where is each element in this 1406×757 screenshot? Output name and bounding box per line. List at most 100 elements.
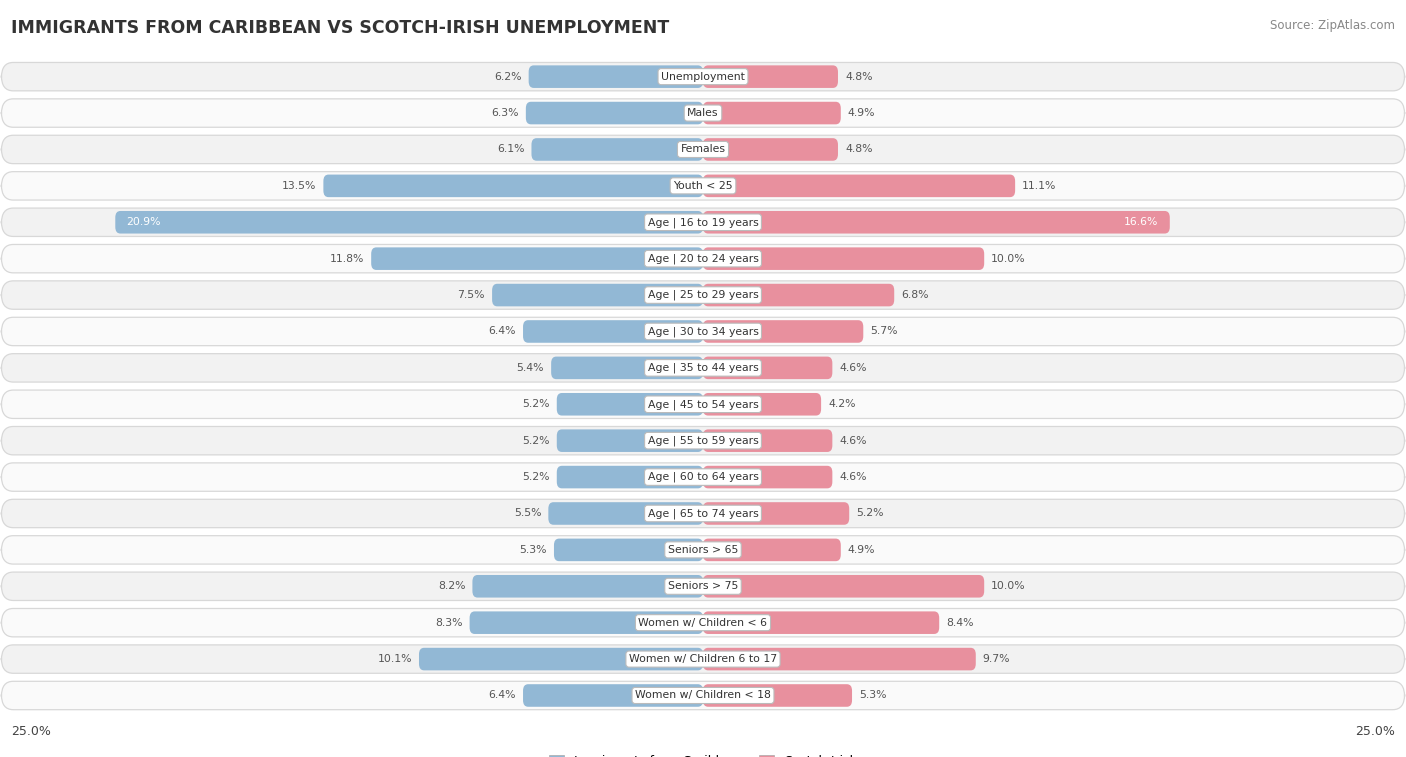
Text: 5.2%: 5.2%: [856, 509, 884, 519]
FancyBboxPatch shape: [526, 101, 703, 124]
FancyBboxPatch shape: [1, 500, 1405, 528]
FancyBboxPatch shape: [703, 538, 841, 561]
FancyBboxPatch shape: [1, 426, 1405, 455]
Text: 6.2%: 6.2%: [494, 72, 522, 82]
FancyBboxPatch shape: [557, 429, 703, 452]
FancyBboxPatch shape: [419, 648, 703, 671]
Text: 4.8%: 4.8%: [845, 145, 873, 154]
FancyBboxPatch shape: [470, 612, 703, 634]
FancyBboxPatch shape: [551, 357, 703, 379]
Text: Age | 25 to 29 years: Age | 25 to 29 years: [648, 290, 758, 301]
FancyBboxPatch shape: [703, 502, 849, 525]
Text: 10.1%: 10.1%: [377, 654, 412, 664]
FancyBboxPatch shape: [371, 248, 703, 270]
FancyBboxPatch shape: [1, 245, 1405, 273]
Text: 5.4%: 5.4%: [516, 363, 544, 373]
FancyBboxPatch shape: [703, 248, 984, 270]
FancyBboxPatch shape: [703, 320, 863, 343]
FancyBboxPatch shape: [703, 139, 838, 160]
FancyBboxPatch shape: [703, 648, 976, 671]
Text: Women w/ Children 6 to 17: Women w/ Children 6 to 17: [628, 654, 778, 664]
Text: 4.9%: 4.9%: [848, 108, 876, 118]
Text: Males: Males: [688, 108, 718, 118]
FancyBboxPatch shape: [557, 466, 703, 488]
Text: 5.2%: 5.2%: [522, 472, 550, 482]
FancyBboxPatch shape: [523, 684, 703, 707]
Text: Unemployment: Unemployment: [661, 72, 745, 82]
Text: Women w/ Children < 6: Women w/ Children < 6: [638, 618, 768, 628]
FancyBboxPatch shape: [703, 393, 821, 416]
Text: 6.3%: 6.3%: [491, 108, 519, 118]
FancyBboxPatch shape: [1, 63, 1405, 91]
FancyBboxPatch shape: [472, 575, 703, 597]
Text: 5.5%: 5.5%: [513, 509, 541, 519]
Text: 6.1%: 6.1%: [496, 145, 524, 154]
Text: 6.4%: 6.4%: [488, 690, 516, 700]
Text: Age | 20 to 24 years: Age | 20 to 24 years: [648, 254, 758, 264]
FancyBboxPatch shape: [1, 681, 1405, 709]
Text: Source: ZipAtlas.com: Source: ZipAtlas.com: [1270, 19, 1395, 32]
Text: 4.6%: 4.6%: [839, 436, 868, 446]
Text: 11.1%: 11.1%: [1022, 181, 1056, 191]
Text: Females: Females: [681, 145, 725, 154]
Text: 16.6%: 16.6%: [1125, 217, 1159, 227]
Text: 9.7%: 9.7%: [983, 654, 1011, 664]
Text: 11.8%: 11.8%: [330, 254, 364, 263]
Text: Age | 45 to 54 years: Age | 45 to 54 years: [648, 399, 758, 410]
FancyBboxPatch shape: [323, 175, 703, 197]
Text: Age | 60 to 64 years: Age | 60 to 64 years: [648, 472, 758, 482]
Text: Age | 16 to 19 years: Age | 16 to 19 years: [648, 217, 758, 228]
FancyBboxPatch shape: [1, 645, 1405, 673]
Text: 8.3%: 8.3%: [434, 618, 463, 628]
FancyBboxPatch shape: [492, 284, 703, 307]
FancyBboxPatch shape: [557, 393, 703, 416]
Text: Age | 35 to 44 years: Age | 35 to 44 years: [648, 363, 758, 373]
Text: Youth < 25: Youth < 25: [673, 181, 733, 191]
Text: IMMIGRANTS FROM CARIBBEAN VS SCOTCH-IRISH UNEMPLOYMENT: IMMIGRANTS FROM CARIBBEAN VS SCOTCH-IRIS…: [11, 19, 669, 37]
Text: 10.0%: 10.0%: [991, 254, 1026, 263]
FancyBboxPatch shape: [1, 172, 1405, 200]
Text: 4.9%: 4.9%: [848, 545, 876, 555]
FancyBboxPatch shape: [703, 357, 832, 379]
Text: 8.2%: 8.2%: [437, 581, 465, 591]
FancyBboxPatch shape: [703, 466, 832, 488]
FancyBboxPatch shape: [1, 536, 1405, 564]
FancyBboxPatch shape: [703, 65, 838, 88]
FancyBboxPatch shape: [1, 281, 1405, 310]
Text: 8.4%: 8.4%: [946, 618, 974, 628]
Legend: Immigrants from Caribbean, Scotch-Irish: Immigrants from Caribbean, Scotch-Irish: [544, 750, 862, 757]
FancyBboxPatch shape: [703, 684, 852, 707]
Text: 5.3%: 5.3%: [519, 545, 547, 555]
Text: 5.2%: 5.2%: [522, 436, 550, 446]
FancyBboxPatch shape: [703, 612, 939, 634]
FancyBboxPatch shape: [1, 136, 1405, 164]
FancyBboxPatch shape: [1, 99, 1405, 127]
Text: 4.6%: 4.6%: [839, 363, 868, 373]
FancyBboxPatch shape: [703, 101, 841, 124]
FancyBboxPatch shape: [554, 538, 703, 561]
FancyBboxPatch shape: [1, 572, 1405, 600]
Text: 4.6%: 4.6%: [839, 472, 868, 482]
FancyBboxPatch shape: [529, 65, 703, 88]
Text: Seniors > 75: Seniors > 75: [668, 581, 738, 591]
FancyBboxPatch shape: [703, 284, 894, 307]
FancyBboxPatch shape: [1, 208, 1405, 236]
Text: Women w/ Children < 18: Women w/ Children < 18: [636, 690, 770, 700]
FancyBboxPatch shape: [703, 575, 984, 597]
FancyBboxPatch shape: [703, 429, 832, 452]
Text: 25.0%: 25.0%: [1355, 725, 1395, 738]
FancyBboxPatch shape: [1, 317, 1405, 346]
Text: 4.2%: 4.2%: [828, 399, 856, 410]
FancyBboxPatch shape: [1, 354, 1405, 382]
Text: 13.5%: 13.5%: [283, 181, 316, 191]
FancyBboxPatch shape: [531, 139, 703, 160]
Text: 20.9%: 20.9%: [127, 217, 162, 227]
Text: 6.4%: 6.4%: [488, 326, 516, 336]
Text: Age | 65 to 74 years: Age | 65 to 74 years: [648, 508, 758, 519]
Text: Age | 55 to 59 years: Age | 55 to 59 years: [648, 435, 758, 446]
FancyBboxPatch shape: [523, 320, 703, 343]
Text: 5.2%: 5.2%: [522, 399, 550, 410]
FancyBboxPatch shape: [1, 463, 1405, 491]
Text: 6.8%: 6.8%: [901, 290, 929, 300]
FancyBboxPatch shape: [115, 211, 703, 234]
